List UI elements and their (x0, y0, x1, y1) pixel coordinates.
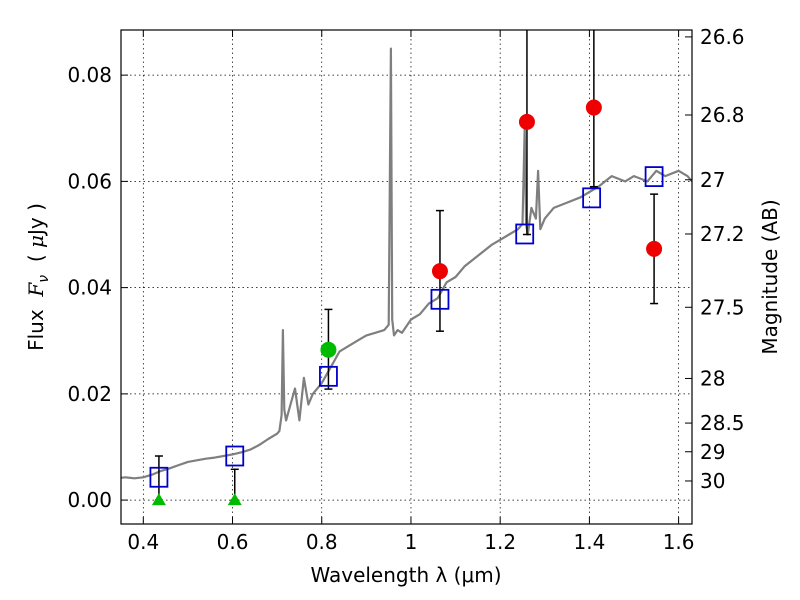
model-photometry-square (644, 166, 664, 188)
model-photometry-square (149, 466, 169, 488)
plot-background (121, 30, 692, 524)
observed-flux-point (646, 240, 663, 257)
x-tick-label: 0.6 (217, 530, 249, 554)
observed-flux-point (320, 341, 337, 358)
x-tick-label: 1.6 (663, 530, 695, 554)
y2-tick-label: 26.6 (700, 25, 745, 49)
axis-ticks: 0.4 0.6 0.8 1 1.2 1.4 1.6 0.00 0.02 0.04 0.06 0.08 2… (67, 25, 744, 554)
y2-tick-label: 26.8 (700, 103, 745, 127)
y-axis-title-post: Jy ) (24, 203, 48, 237)
y-axis-title-var: F (24, 282, 48, 298)
x-tick-label: 1.2 (484, 530, 516, 554)
model-photometry-square (515, 223, 535, 245)
upper-limit-triangle (151, 493, 166, 506)
y-tick-label: 0.04 (67, 276, 112, 300)
y-axis-title: Flux Fν ( μJy ) (24, 203, 52, 351)
y2-tick-label: 27 (700, 168, 725, 192)
x-tick-label: 0.8 (306, 530, 338, 554)
y2-tick-label: 28 (700, 366, 725, 390)
y-tick-label: 0.00 (67, 488, 112, 512)
x-axis-title: Wavelength λ (μm) (310, 563, 501, 587)
data-marks (121, 30, 692, 506)
model-photometry-square (430, 288, 450, 310)
model-spectrum-line (121, 47, 692, 480)
x-tick-label: 1.4 (573, 530, 605, 554)
y-axis-title-mu: μ (24, 235, 48, 248)
y-axis-title-sub: ν (36, 275, 52, 283)
model-photometry-square (225, 445, 245, 467)
model-photometry-square (319, 365, 338, 387)
y-tick-label: 0.08 (67, 63, 112, 87)
y2-tick-label: 27.5 (700, 295, 745, 319)
x-tick-label: 0.4 (127, 530, 159, 554)
y-axis-title-pre: Flux (24, 297, 48, 351)
y-tick-label: 0.02 (67, 382, 112, 406)
y2-tick-label: 28.5 (700, 411, 745, 435)
observed-flux-point (585, 99, 602, 116)
observed-flux-point (431, 263, 448, 280)
model-photometry-square (582, 187, 602, 209)
plot-frame (120, 29, 693, 525)
y-axis-title-mid: ( (24, 248, 48, 275)
upper-limit-triangle (227, 493, 242, 506)
observed-flux-point (518, 113, 535, 130)
x-tick-label: 1 (405, 530, 418, 554)
y2-tick-label: 29 (700, 440, 725, 464)
y2-axis-title: Magnitude (AB) (758, 199, 782, 354)
y-tick-label: 0.06 (67, 169, 112, 193)
y2-tick-label: 27.2 (700, 222, 745, 246)
y2-tick-label: 30 (700, 469, 725, 493)
